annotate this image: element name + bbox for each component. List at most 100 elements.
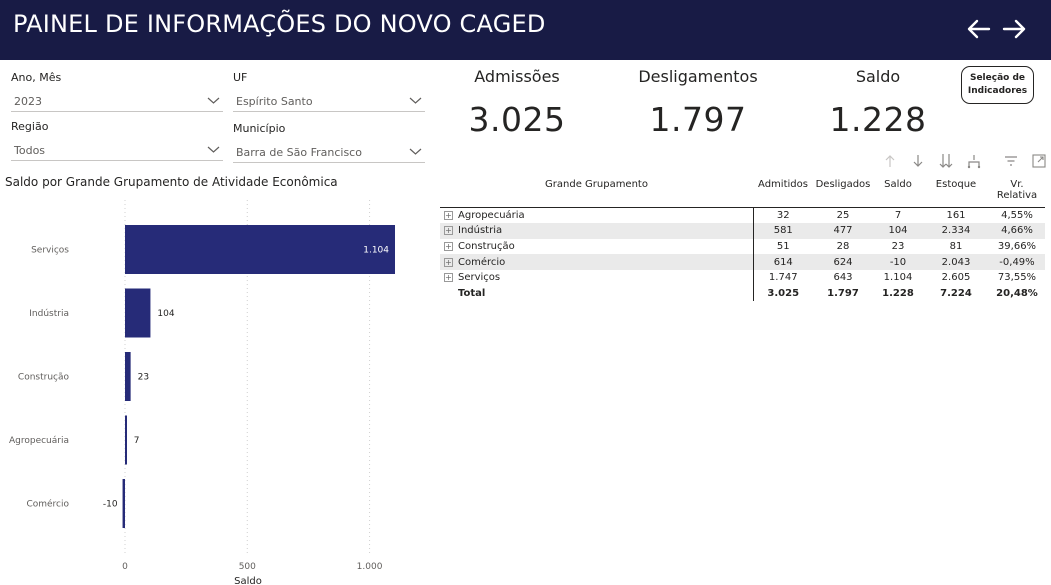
table-cell: 477 <box>813 223 873 239</box>
grupamento-matrix-table: Grande Grupamento Admitidos Desligados S… <box>440 177 1045 302</box>
y-category-label: Comércio <box>26 499 69 510</box>
focus-mode-icon[interactable] <box>1031 153 1047 169</box>
table-total-row: Total 3.025 1.797 1.228 7.224 20,48% <box>440 285 1045 302</box>
expand-plus-icon[interactable]: + <box>444 273 453 283</box>
bar <box>125 352 131 401</box>
slicer-dropdown-municipio[interactable]: Barra de São Francisco <box>233 143 425 163</box>
hierarchy-icon[interactable] <box>966 153 982 169</box>
table-cell: 2.043 <box>923 254 989 270</box>
table-cell: 624 <box>813 254 873 270</box>
table-row: + Serviços 1.747 643 1.104 2.605 73,55% <box>440 269 1045 286</box>
table-cell: -0,49% <box>989 254 1045 270</box>
table-cell: 32 <box>776 210 790 222</box>
kpi-value: 3.025 <box>468 100 566 139</box>
table-cell: 1.747 <box>768 272 798 284</box>
table-cell: 104 <box>873 223 923 239</box>
chevron-down-icon <box>207 146 220 153</box>
data-label: -10 <box>103 500 118 510</box>
table-cell: 2.605 <box>941 272 971 284</box>
row-label: Total <box>440 285 754 302</box>
table-cell: 581 <box>753 223 813 239</box>
column-header[interactable]: Saldo <box>873 177 923 208</box>
table-cell: 7.224 <box>940 287 972 299</box>
bar <box>125 225 395 274</box>
column-header[interactable]: Admitidos <box>753 177 813 208</box>
forward-arrow-icon[interactable] <box>999 14 1029 44</box>
slicer-value: 2023 <box>14 95 42 108</box>
row-label: Agropecuária <box>458 210 525 222</box>
table-cell: 28 <box>836 240 850 252</box>
button-line-2: Indicadores <box>967 86 1028 96</box>
table-cell: 7 <box>894 210 902 222</box>
y-category-label: Indústria <box>29 309 69 319</box>
button-line-1: Seleção de <box>969 73 1026 83</box>
kpi-saldo: Saldo 1.228 <box>818 67 938 139</box>
column-header[interactable]: Desligados <box>813 177 873 208</box>
x-axis-title: Saldo <box>234 576 262 585</box>
slicer-label: Região <box>11 120 49 133</box>
chevron-down-icon <box>409 148 422 155</box>
kpi-label: Desligamentos <box>638 67 758 86</box>
bar <box>125 288 151 338</box>
x-tick-label: 500 <box>239 562 256 572</box>
slicer-uf: UF Espírito Santo <box>233 71 425 112</box>
row-label: Serviços <box>458 272 501 284</box>
slicer-value: Todos <box>14 144 46 157</box>
selecao-indicadores-button[interactable]: Seleção de Indicadores <box>961 66 1034 104</box>
expand-plus-icon[interactable]: + <box>444 257 453 267</box>
table-cell: 3.025 <box>767 287 800 299</box>
slicer-dropdown-uf[interactable]: Espírito Santo <box>233 92 425 112</box>
kpi-label: Saldo <box>855 67 901 86</box>
chevron-down-icon <box>409 97 422 104</box>
slicer-value: Barra de São Francisco <box>236 146 362 159</box>
bar <box>122 479 125 528</box>
chevron-down-icon <box>207 97 220 104</box>
bar <box>125 415 127 465</box>
table-cell: 81 <box>949 240 963 252</box>
column-header[interactable]: Grande Grupamento <box>440 177 753 208</box>
slicer-dropdown-regiao[interactable]: Todos <box>11 141 223 161</box>
slicer-municipio: Município Barra de São Francisco <box>233 122 425 163</box>
saldo-bar-chart: 0 500 1.000 Saldo Serviços 1.104 Indústria 104 C… <box>9 200 395 585</box>
expand-plus-icon[interactable]: + <box>444 226 453 236</box>
back-arrow-icon[interactable] <box>964 14 994 44</box>
column-header[interactable]: Vr. Relativa <box>989 177 1045 208</box>
table-row: + Comércio 614 624 -10 2.043 -0,49% <box>440 254 1045 270</box>
data-label: 1.104 <box>363 246 389 256</box>
page-title: PAINEL DE INFORMAÇÕES DO NOVO CAGED <box>13 10 546 38</box>
expand-plus-icon[interactable]: + <box>444 241 453 251</box>
table-row: + Construção 51 28 23 81 39,66% <box>440 238 1045 255</box>
kpi-label: Admissões <box>474 67 560 86</box>
table-header-row: Grande Grupamento Admitidos Desligados S… <box>440 177 1045 208</box>
x-tick-label: 1.000 <box>357 562 383 572</box>
drill-down-icon[interactable] <box>910 153 926 169</box>
table-cell: -10 <box>873 254 923 270</box>
expand-all-icon[interactable] <box>938 153 954 169</box>
slicer-dropdown-ano-mes[interactable]: 2023 <box>11 92 223 112</box>
y-category-label: Agropecuária <box>9 436 69 446</box>
table-cell: 643 <box>833 272 853 284</box>
table-cell: 25 <box>836 210 850 222</box>
filter-icon[interactable] <box>1003 153 1019 169</box>
slicer-label: Município <box>233 122 286 135</box>
table-cell: 4,55% <box>1001 210 1033 222</box>
table-cell: 39,66% <box>997 240 1037 252</box>
kpi-desligamentos: Desligamentos 1.797 <box>628 67 768 139</box>
table-cell: 161 <box>946 210 966 222</box>
table-cell: 73,55% <box>997 272 1037 284</box>
table-cell: 1.228 <box>882 287 914 299</box>
row-label: Indústria <box>458 225 503 237</box>
slicer-label: Ano, Mês <box>11 71 62 84</box>
kpi-value: 1.797 <box>649 100 747 139</box>
row-label: Comércio <box>458 256 506 268</box>
data-label: 7 <box>134 436 140 446</box>
row-label: Construção <box>458 240 515 252</box>
kpi-value: 1.228 <box>829 100 927 139</box>
table-cell: 23 <box>891 240 905 252</box>
table-row: + Indústria 581 477 104 2.334 4,66% <box>440 223 1045 239</box>
table-cell: 51 <box>776 240 790 252</box>
expand-plus-icon[interactable]: + <box>444 211 453 221</box>
table-cell: 1.104 <box>883 272 913 284</box>
drill-up-icon[interactable] <box>882 153 898 169</box>
column-header[interactable]: Estoque <box>923 177 989 208</box>
